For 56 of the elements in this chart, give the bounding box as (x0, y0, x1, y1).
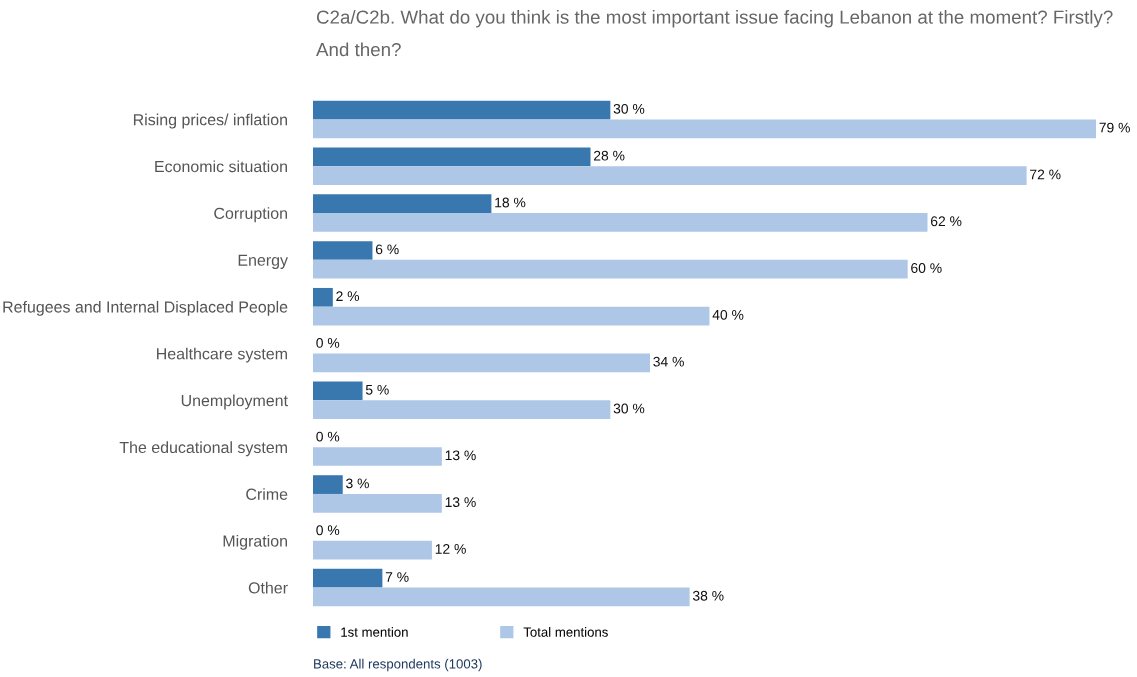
data-label: 40 % (712, 309, 744, 320)
y-tick-label: Refugees and Internal Displaced People (3, 300, 288, 316)
bar (313, 568, 383, 588)
data-label: 2 % (336, 291, 360, 301)
bar (313, 540, 432, 560)
bar (313, 119, 1096, 139)
y-tick-label: Economic situation (155, 160, 287, 173)
data-label: 0 % (316, 338, 340, 348)
data-label: 13 % (445, 497, 476, 508)
bar (313, 100, 611, 120)
bar (313, 241, 373, 260)
data-label: 38 % (692, 590, 724, 601)
bar (313, 475, 343, 494)
y-tick-label: Corruption (214, 207, 287, 223)
data-label: 30 % (613, 103, 645, 114)
y-tick-label: Crime (246, 488, 288, 500)
bar (313, 287, 333, 307)
bar (313, 166, 1027, 185)
bar (313, 447, 442, 466)
data-label: 79 % (1099, 122, 1130, 133)
bar (313, 147, 591, 167)
y-tick-label: Other (248, 581, 288, 594)
bar (313, 493, 442, 513)
bar (313, 400, 611, 420)
data-label: 62 % (930, 216, 962, 227)
y-tick-label: Unemployment (181, 394, 288, 410)
data-label: 13 % (445, 450, 476, 461)
y-tick-label: Energy (238, 254, 288, 269)
data-label: 30 % (613, 403, 645, 414)
legend-label: Total mentions (523, 627, 608, 637)
data-label: 5 % (365, 384, 389, 395)
bar (313, 353, 650, 373)
data-label: 72 % (1030, 169, 1061, 180)
y-tick-label: Migration (223, 534, 287, 550)
data-label: 60 % (911, 263, 942, 273)
bar (313, 381, 363, 401)
data-label: 12 % (435, 544, 466, 554)
legend-label: 1st mention (341, 627, 408, 637)
bar (313, 194, 492, 214)
bar (313, 587, 690, 607)
text: Base: All respondents (1003) (314, 658, 482, 672)
y-tick-label: Healthcare system (157, 347, 287, 363)
data-label: 28 % (594, 150, 625, 161)
y-tick-label: The educational system (119, 441, 287, 457)
y-tick-label: Rising prices/ inflation (133, 113, 287, 129)
data-label: 0 % (316, 525, 340, 536)
data-label: 3 % (346, 478, 369, 489)
data-label: 0 % (316, 431, 340, 442)
data-label: 18 % (495, 197, 526, 208)
bar (313, 259, 908, 279)
data-label: 7 % (385, 572, 409, 582)
bar (313, 213, 928, 232)
data-label: 34 % (653, 356, 684, 367)
data-label: 6 % (375, 244, 399, 255)
chart-title: C2a/C2b. What do you think is the most important issue facing Lebanon at the moment? Firstly? And then? (316, 10, 1113, 57)
bar (313, 306, 710, 326)
